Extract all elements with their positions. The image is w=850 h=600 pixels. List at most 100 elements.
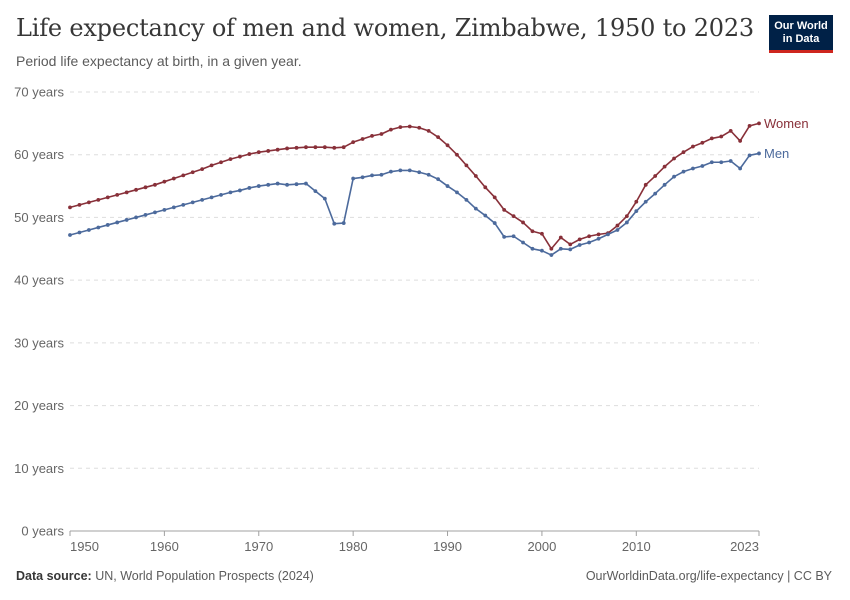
data-point-men: [285, 182, 289, 187]
data-point-men: [256, 184, 261, 188]
data-point-men: [436, 177, 440, 182]
data-point-men: [596, 236, 601, 241]
data-point-women: [540, 231, 544, 236]
x-tick-label: 1970: [244, 539, 273, 554]
y-tick-label: 10 years: [14, 461, 64, 476]
series-labels: Women Men: [764, 116, 809, 161]
data-point-men: [77, 230, 82, 235]
data-source-label: Data source:: [16, 569, 92, 583]
data-point-women: [105, 195, 110, 200]
data-point-women: [473, 174, 478, 178]
x-tick-label: 2010: [622, 539, 651, 554]
data-point-women: [77, 202, 82, 207]
data-point-women: [426, 128, 431, 133]
data-point-women: [511, 214, 516, 219]
data-point-men: [124, 218, 129, 222]
data-point-women: [143, 185, 148, 190]
logo-line-1: Our World: [774, 19, 828, 32]
data-point-men: [634, 209, 639, 214]
y-tick-label: 40 years: [14, 273, 64, 288]
data-point-women: [370, 134, 374, 138]
data-point-women: [190, 170, 195, 175]
data-point-men: [200, 197, 205, 202]
y-tick-label: 50 years: [14, 210, 64, 225]
data-point-women: [464, 163, 469, 168]
data-point-women: [360, 137, 365, 141]
data-point-women: [455, 152, 459, 157]
data-point-women: [417, 125, 422, 130]
data-point-women: [728, 128, 733, 133]
data-point-women: [398, 125, 403, 130]
data-point-women: [681, 150, 686, 155]
data-point-men: [483, 213, 488, 218]
data-point-men: [322, 196, 327, 201]
data-point-women: [747, 123, 752, 128]
data-point-men: [606, 232, 610, 237]
data-point-women: [407, 124, 412, 129]
data-point-men: [134, 215, 138, 220]
data-point-women: [521, 220, 525, 225]
data-point-women: [700, 140, 705, 145]
data-point-men: [492, 221, 497, 225]
data-point-women: [558, 235, 563, 240]
data-point-women: [115, 192, 120, 197]
data-point-women: [200, 167, 205, 172]
data-point-women: [662, 164, 667, 169]
data-point-men: [455, 190, 459, 195]
data-source-text: UN, World Population Prospects (2024): [95, 569, 314, 583]
data-point-women: [219, 160, 223, 165]
x-tick-label: 2000: [527, 539, 556, 554]
data-point-women: [162, 179, 167, 184]
data-point-men: [426, 172, 431, 177]
data-point-women: [322, 145, 327, 150]
data-point-women: [502, 208, 507, 212]
data-point-men: [389, 169, 393, 174]
data-point-men: [549, 253, 554, 257]
data-point-men: [691, 166, 695, 171]
chart-subtitle: Period life expectancy at birth, in a gi…: [16, 53, 302, 69]
data-point-women: [615, 223, 620, 228]
data-point-women: [483, 185, 488, 190]
data-point-women: [549, 246, 554, 251]
y-tick-label: 20 years: [14, 398, 64, 413]
data-point-men: [653, 191, 658, 196]
data-point-men: [266, 182, 271, 187]
data-point-men: [473, 206, 478, 211]
data-point-women: [351, 140, 356, 145]
data-point-men: [445, 184, 450, 188]
data-point-women: [294, 145, 299, 150]
data-point-men: [294, 182, 299, 187]
data-point-men: [700, 164, 705, 168]
data-point-women: [247, 152, 252, 156]
series: [68, 121, 761, 257]
data-point-women: [181, 173, 186, 178]
data-point-women: [153, 182, 157, 187]
data-point-women: [209, 163, 214, 168]
data-point-men: [190, 200, 195, 205]
data-point-women: [492, 195, 497, 200]
y-tick-label: 60 years: [14, 147, 64, 162]
data-point-women: [587, 234, 592, 239]
data-point-women: [672, 156, 676, 161]
source-url-link[interactable]: OurWorldinData.org/life-expectancy | CC …: [585, 569, 832, 583]
data-point-women: [709, 136, 714, 141]
data-point-men: [181, 202, 186, 207]
x-tick-label: 1980: [339, 539, 368, 554]
data-point-men: [105, 223, 110, 227]
grid-lines: [70, 91, 759, 532]
data-point-men: [247, 186, 252, 190]
data-point-women: [738, 139, 743, 143]
data-point-men: [417, 170, 422, 175]
data-point-men: [719, 160, 724, 165]
data-point-men: [511, 234, 516, 239]
data-point-men: [313, 189, 318, 193]
data-point-men: [662, 182, 667, 187]
data-point-men: [568, 247, 573, 252]
data-point-men: [351, 176, 356, 181]
series-line-women: [69, 122, 760, 250]
data-point-men: [757, 151, 761, 156]
owid-logo[interactable]: Our World in Data: [769, 15, 833, 53]
data-point-men: [171, 205, 176, 210]
data-point-men: [747, 153, 752, 158]
